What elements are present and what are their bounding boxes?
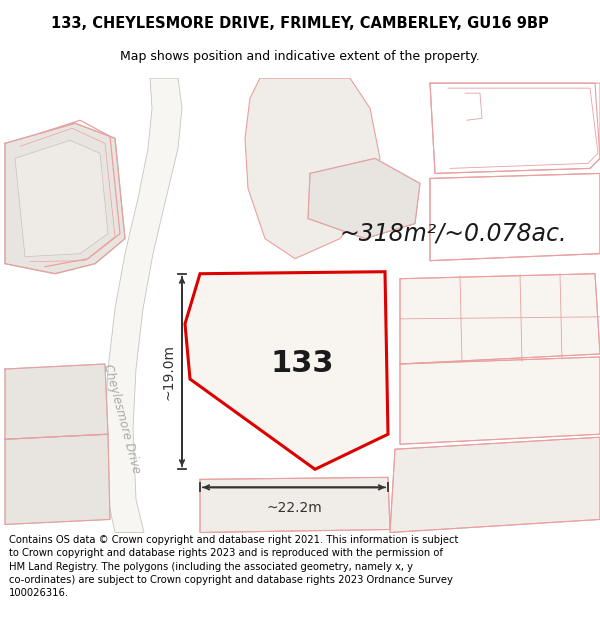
- Text: ~22.2m: ~22.2m: [266, 501, 322, 516]
- Polygon shape: [5, 434, 110, 524]
- Text: Contains OS data © Crown copyright and database right 2021. This information is : Contains OS data © Crown copyright and d…: [9, 535, 458, 598]
- Text: ~19.0m: ~19.0m: [162, 344, 176, 399]
- Polygon shape: [430, 83, 600, 173]
- Text: Cheylesmore Drive: Cheylesmore Drive: [101, 363, 143, 475]
- Polygon shape: [400, 357, 600, 444]
- Polygon shape: [200, 478, 390, 532]
- Polygon shape: [5, 123, 125, 274]
- Text: 133, CHEYLESMORE DRIVE, FRIMLEY, CAMBERLEY, GU16 9BP: 133, CHEYLESMORE DRIVE, FRIMLEY, CAMBERL…: [51, 16, 549, 31]
- Text: ~318m²/~0.078ac.: ~318m²/~0.078ac.: [340, 222, 568, 246]
- Polygon shape: [245, 78, 380, 259]
- Polygon shape: [105, 78, 182, 532]
- Text: 133: 133: [270, 349, 334, 379]
- Polygon shape: [430, 173, 600, 261]
- Polygon shape: [308, 158, 420, 239]
- Text: Map shows position and indicative extent of the property.: Map shows position and indicative extent…: [120, 50, 480, 62]
- Polygon shape: [185, 272, 388, 469]
- Polygon shape: [400, 274, 600, 364]
- Polygon shape: [15, 141, 108, 257]
- Polygon shape: [390, 438, 600, 532]
- Polygon shape: [5, 364, 108, 439]
